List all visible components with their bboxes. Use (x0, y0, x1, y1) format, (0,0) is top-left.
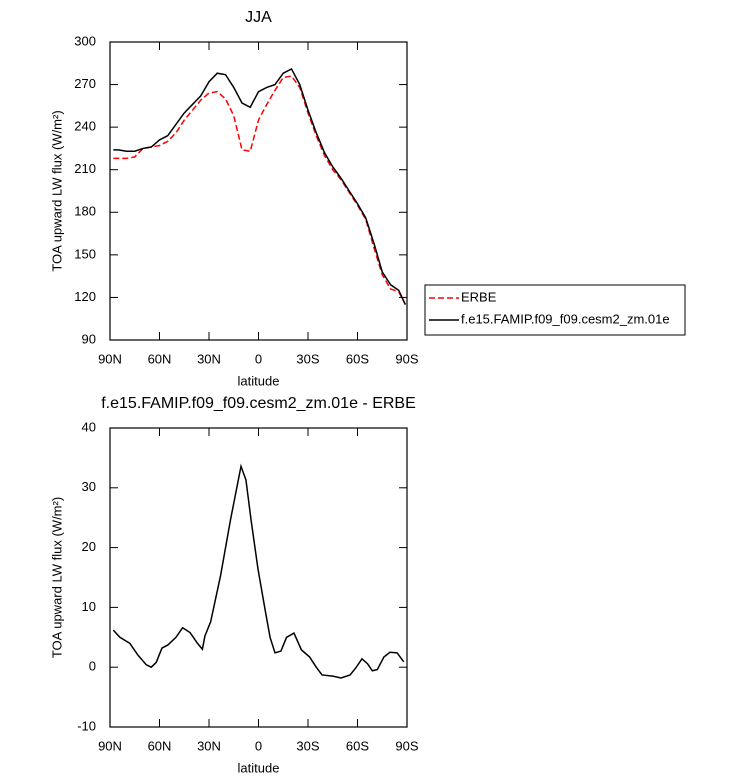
x-tick-label: 30N (197, 738, 221, 753)
y-tick-label: 0 (89, 659, 96, 674)
y-tick-label: 210 (74, 161, 96, 176)
legend-label: ERBE (461, 289, 497, 304)
x-tick-label: 30S (296, 351, 319, 366)
x-tick-label: 60S (346, 738, 369, 753)
x-tick-label: 90N (98, 738, 122, 753)
y-axis-label: TOA upward LW flux (W/m²) (49, 110, 64, 271)
y-tick-label: -10 (77, 718, 96, 733)
x-axis-label: latitude (238, 760, 280, 775)
y-tick-label: 180 (74, 204, 96, 219)
data-line (112, 463, 405, 679)
x-tick-label: 60N (148, 738, 172, 753)
y-tick-label: 10 (82, 599, 96, 614)
x-tick-label: 90N (98, 351, 122, 366)
data-line (113, 75, 407, 305)
x-tick-label: 0 (255, 351, 262, 366)
y-tick-label: 300 (74, 33, 96, 48)
legend-label: f.e15.FAMIP.f09_f09.cesm2_zm.01e (461, 311, 670, 326)
y-tick-label: 40 (82, 419, 96, 434)
x-tick-label: 30N (197, 351, 221, 366)
chart-title: JJA (245, 9, 272, 26)
plot-frame (109, 41, 408, 341)
y-tick-label: 120 (74, 289, 96, 304)
y-tick-label: 150 (74, 246, 96, 261)
plot-frame (109, 427, 408, 728)
x-tick-label: 0 (255, 738, 262, 753)
y-tick-label: 90 (82, 331, 96, 346)
x-tick-label: 60S (346, 351, 369, 366)
y-axis-label: TOA upward LW flux (W/m²) (49, 497, 64, 658)
x-tick-label: 90S (395, 351, 418, 366)
data-line (113, 67, 407, 305)
legend-box (424, 284, 686, 336)
x-tick-label: 30S (296, 738, 319, 753)
x-tick-label: 60N (148, 351, 172, 366)
y-tick-label: 240 (74, 119, 96, 134)
y-tick-label: 30 (82, 479, 96, 494)
x-axis-label: latitude (238, 373, 280, 388)
x-tick-label: 90S (395, 738, 418, 753)
chart-title: f.e15.FAMIP.f09_f09.cesm2_zm.01e - ERBE (101, 395, 416, 412)
y-tick-label: 270 (74, 76, 96, 91)
y-tick-label: 20 (82, 539, 96, 554)
